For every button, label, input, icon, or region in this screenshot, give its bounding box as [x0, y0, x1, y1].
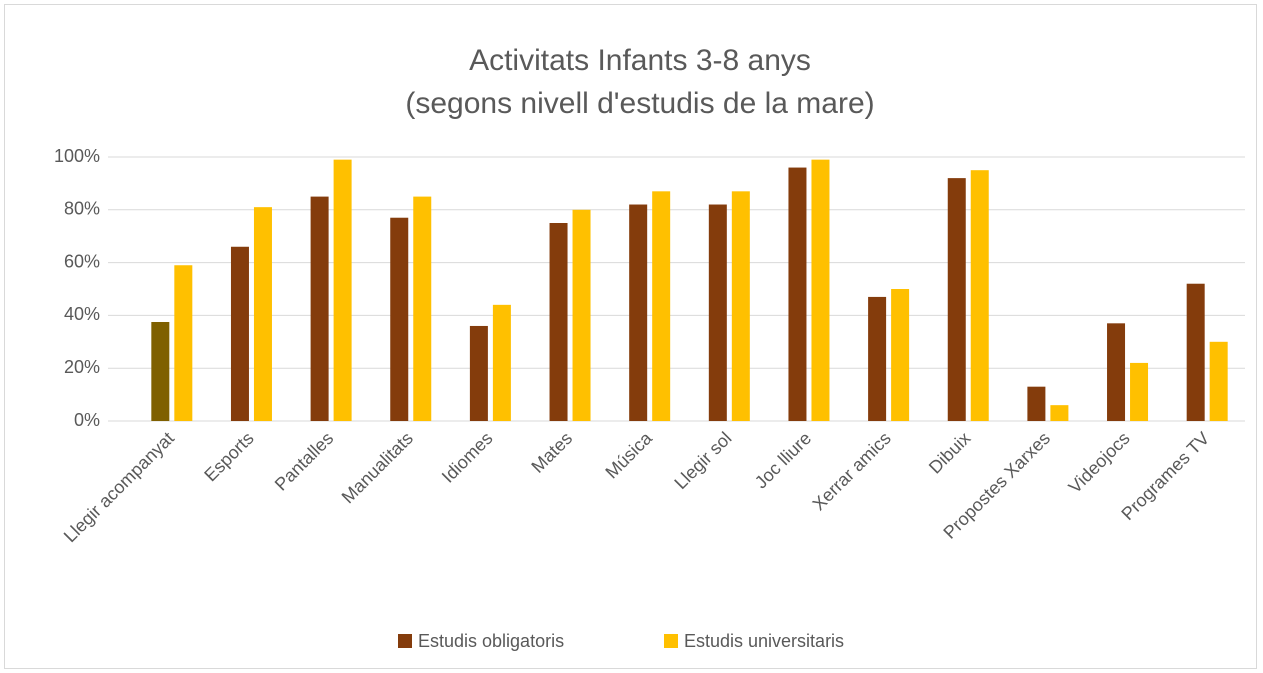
- bar: [492, 304, 511, 421]
- bar: [891, 289, 910, 421]
- bar: [788, 167, 807, 421]
- bar: [629, 204, 648, 421]
- bar: [1186, 283, 1205, 421]
- bar: [1130, 362, 1149, 421]
- bar: [333, 159, 352, 421]
- bar: [652, 191, 671, 421]
- bar: [230, 246, 249, 421]
- y-tick-label: 80%: [64, 199, 100, 219]
- bar: [390, 217, 409, 421]
- bar: [549, 223, 568, 421]
- bar: [253, 207, 272, 421]
- bar: [731, 191, 750, 421]
- bar: [1050, 405, 1069, 421]
- bar: [947, 178, 966, 421]
- y-tick-label: 60%: [64, 251, 100, 271]
- bar: [868, 296, 887, 421]
- bar: [1209, 341, 1228, 421]
- y-tick-label: 40%: [64, 304, 100, 324]
- legend-swatch: [664, 634, 678, 648]
- y-tick-label: 20%: [64, 357, 100, 377]
- legend-swatch: [398, 634, 412, 648]
- bar: [469, 325, 488, 421]
- bar: [811, 159, 830, 421]
- bar: [572, 209, 591, 421]
- y-tick-label: 100%: [54, 146, 100, 166]
- bar: [1027, 386, 1046, 421]
- bar: [708, 204, 727, 421]
- bar: [310, 196, 329, 421]
- chart-title: Activitats Infants 3-8 anys: [469, 44, 811, 77]
- bar: [174, 265, 193, 421]
- bar: [970, 170, 989, 421]
- bar: [151, 322, 170, 421]
- legend-label: Estudis universitaris: [684, 631, 844, 651]
- legend-label: Estudis obligatoris: [418, 631, 564, 651]
- y-tick-label: 0%: [74, 410, 100, 430]
- chart-subtitle: (segons nivell d'estudis de la mare): [405, 87, 874, 120]
- bar: [413, 196, 432, 421]
- bar: [1107, 323, 1126, 421]
